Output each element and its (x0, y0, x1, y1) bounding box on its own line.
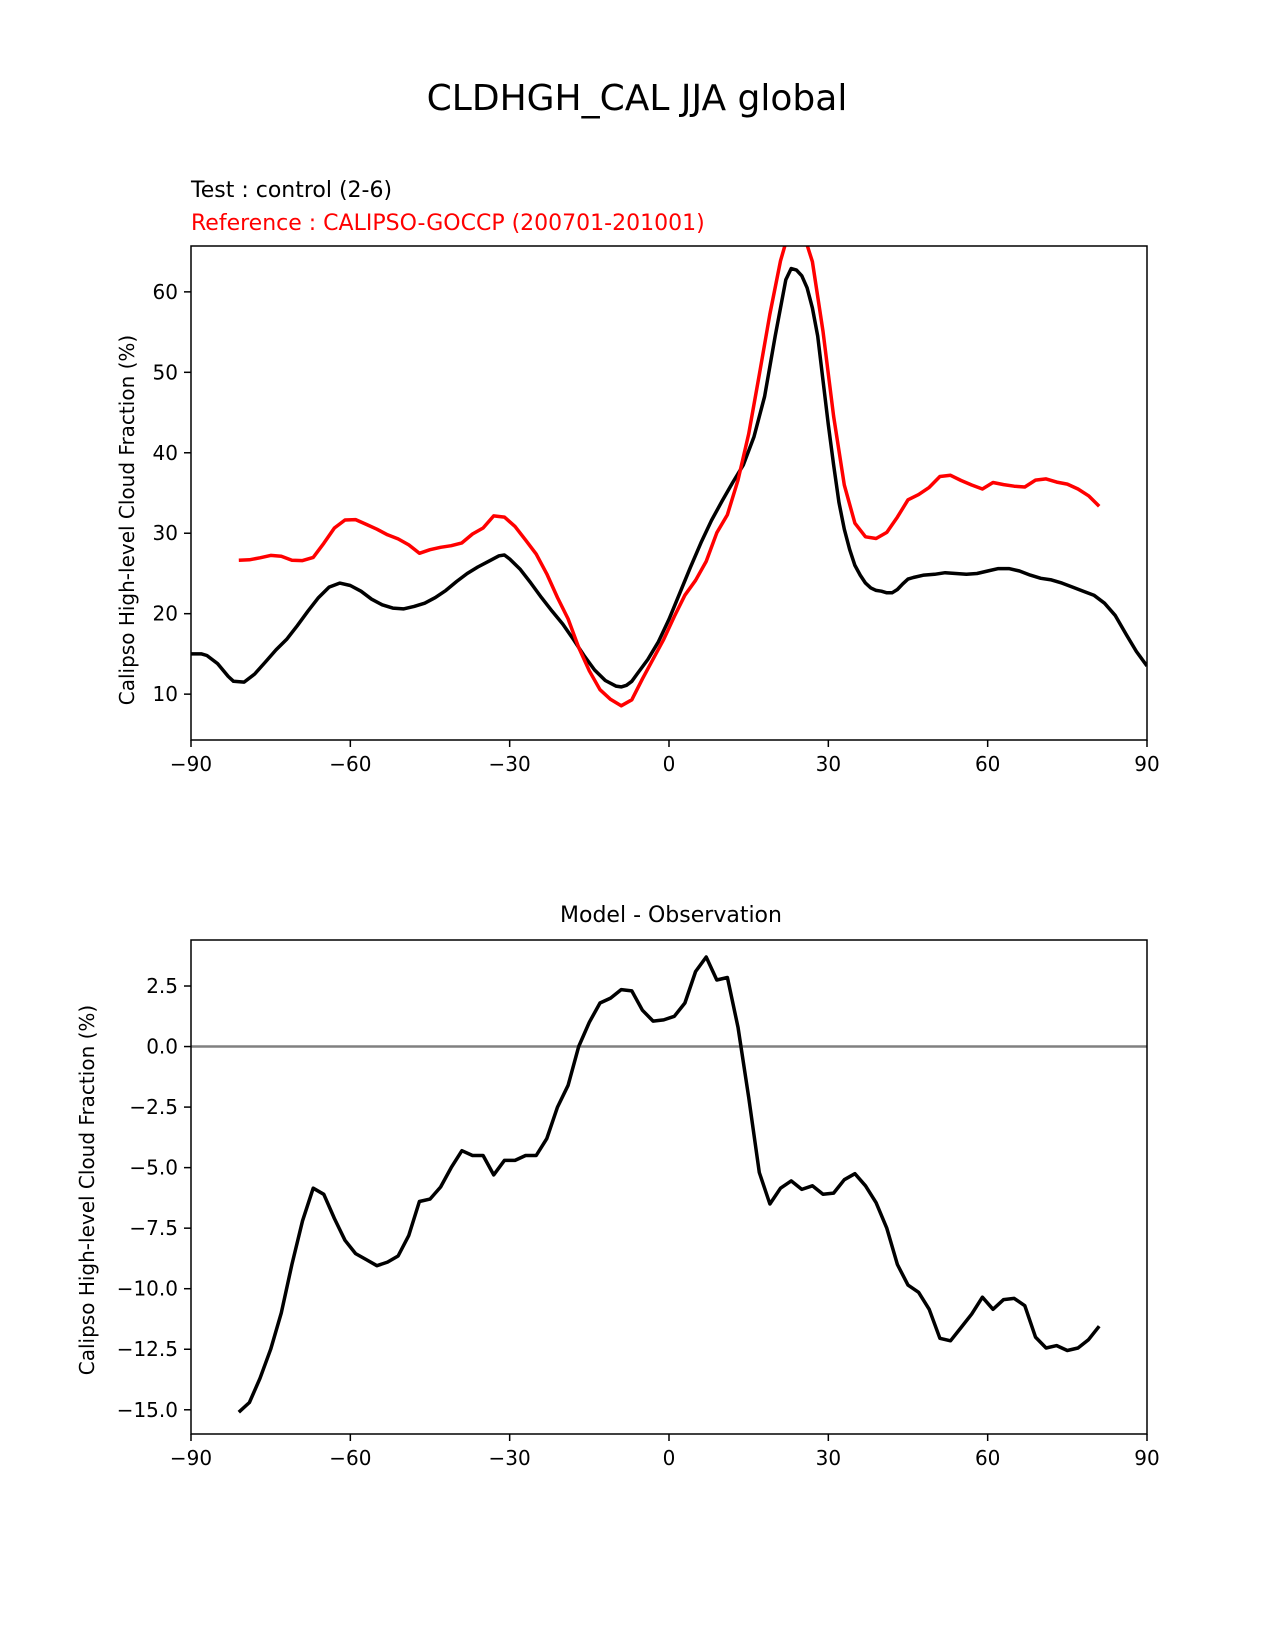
x-tick-label: 30 (816, 752, 841, 776)
top-title-test: Test : control (2-6) (190, 178, 392, 203)
y-tick-label: −15.0 (117, 1398, 178, 1422)
x-tick-label: 60 (975, 752, 1000, 776)
top-title-reference: Reference : CALIPSO-GOCCP (200701-201001… (191, 211, 705, 236)
y-tick-label: 2.5 (146, 974, 178, 998)
y-tick-label: −2.5 (129, 1095, 178, 1119)
y-tick-label: 50 (153, 360, 178, 384)
x-tick-label: −60 (329, 752, 371, 776)
y-tick-label: 10 (153, 682, 178, 706)
x-tick-label: −30 (489, 752, 531, 776)
y-tick-label: 20 (153, 602, 178, 626)
x-tick-label: 0 (663, 752, 676, 776)
x-tick-label: 30 (816, 1446, 841, 1470)
x-tick-label: −90 (170, 752, 212, 776)
series-line-test (191, 266, 1147, 689)
y-tick-label: −12.5 (117, 1337, 178, 1361)
x-tick-label: 60 (975, 1446, 1000, 1470)
top-ylabel: Calipso High-level Cloud Fraction (%) (115, 335, 139, 705)
y-tick-label: 40 (153, 441, 178, 465)
x-tick-label: −30 (489, 1446, 531, 1470)
x-tick-label: −60 (329, 1446, 371, 1470)
bottom-title: Model - Observation (560, 903, 782, 928)
axes-frame (190, 245, 1148, 741)
axes-frame (190, 939, 1148, 1435)
y-tick-label: 30 (153, 521, 178, 545)
top-plot-area: −90 −60 −30 0 30 60 90 10 20 30 40 50 60 (153, 245, 1160, 776)
y-tick-label: −10.0 (117, 1277, 178, 1301)
top-panel: Test : control (2-6) Reference : CALIPSO… (115, 178, 1160, 776)
x-tick-label: 0 (663, 1446, 676, 1470)
y-tick-label: 60 (153, 280, 178, 304)
bottom-panel: Model - Observation Calipso High-level C… (75, 903, 1160, 1470)
y-tick-label: −5.0 (129, 1156, 178, 1180)
series-line-reference (238, 246, 1101, 708)
x-tick-label: −90 (170, 1446, 212, 1470)
bottom-ylabel: Calipso High-level Cloud Fraction (%) (75, 1005, 99, 1375)
figure-title: CLDHGH_CAL JJA global (427, 78, 848, 119)
bottom-plot-area: −90 −60 −30 0 30 60 90 2.5 0.0 −2.5 −5.0 −7.5 −10.0 −… (117, 939, 1160, 1470)
x-tick-label: 90 (1134, 752, 1159, 776)
x-tick-label: 90 (1134, 1446, 1159, 1470)
y-tick-label: −7.5 (129, 1216, 178, 1240)
y-tick-label: 0.0 (146, 1035, 178, 1059)
series-line-diff (237, 955, 1101, 1414)
